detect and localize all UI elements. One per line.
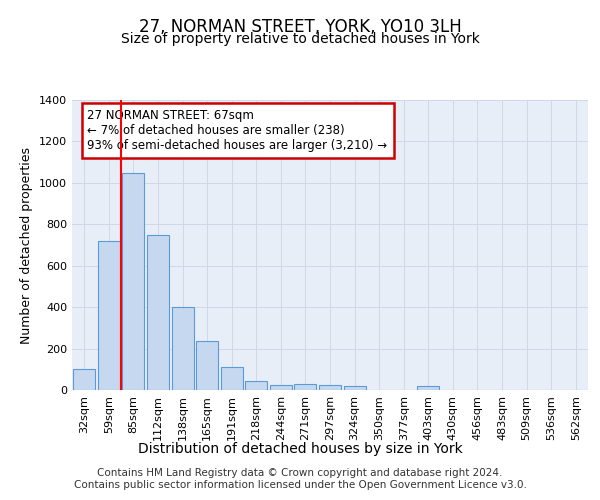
Bar <box>122 172 145 390</box>
Bar <box>319 385 341 390</box>
Bar <box>221 367 243 390</box>
Bar <box>417 386 439 390</box>
Text: Size of property relative to detached houses in York: Size of property relative to detached ho… <box>121 32 479 46</box>
Bar <box>172 307 194 390</box>
Bar <box>196 342 218 390</box>
Text: 27, NORMAN STREET, YORK, YO10 3LH: 27, NORMAN STREET, YORK, YO10 3LH <box>139 18 461 36</box>
Bar <box>344 386 365 390</box>
Bar <box>295 384 316 390</box>
Bar <box>245 380 268 390</box>
Bar <box>98 241 120 390</box>
Bar <box>270 385 292 390</box>
Bar <box>73 370 95 390</box>
Text: 27 NORMAN STREET: 67sqm
← 7% of detached houses are smaller (238)
93% of semi-de: 27 NORMAN STREET: 67sqm ← 7% of detached… <box>88 108 388 152</box>
Text: Contains HM Land Registry data © Crown copyright and database right 2024.
Contai: Contains HM Land Registry data © Crown c… <box>74 468 526 490</box>
Bar <box>147 234 169 390</box>
Text: Distribution of detached houses by size in York: Distribution of detached houses by size … <box>137 442 463 456</box>
Y-axis label: Number of detached properties: Number of detached properties <box>20 146 34 344</box>
